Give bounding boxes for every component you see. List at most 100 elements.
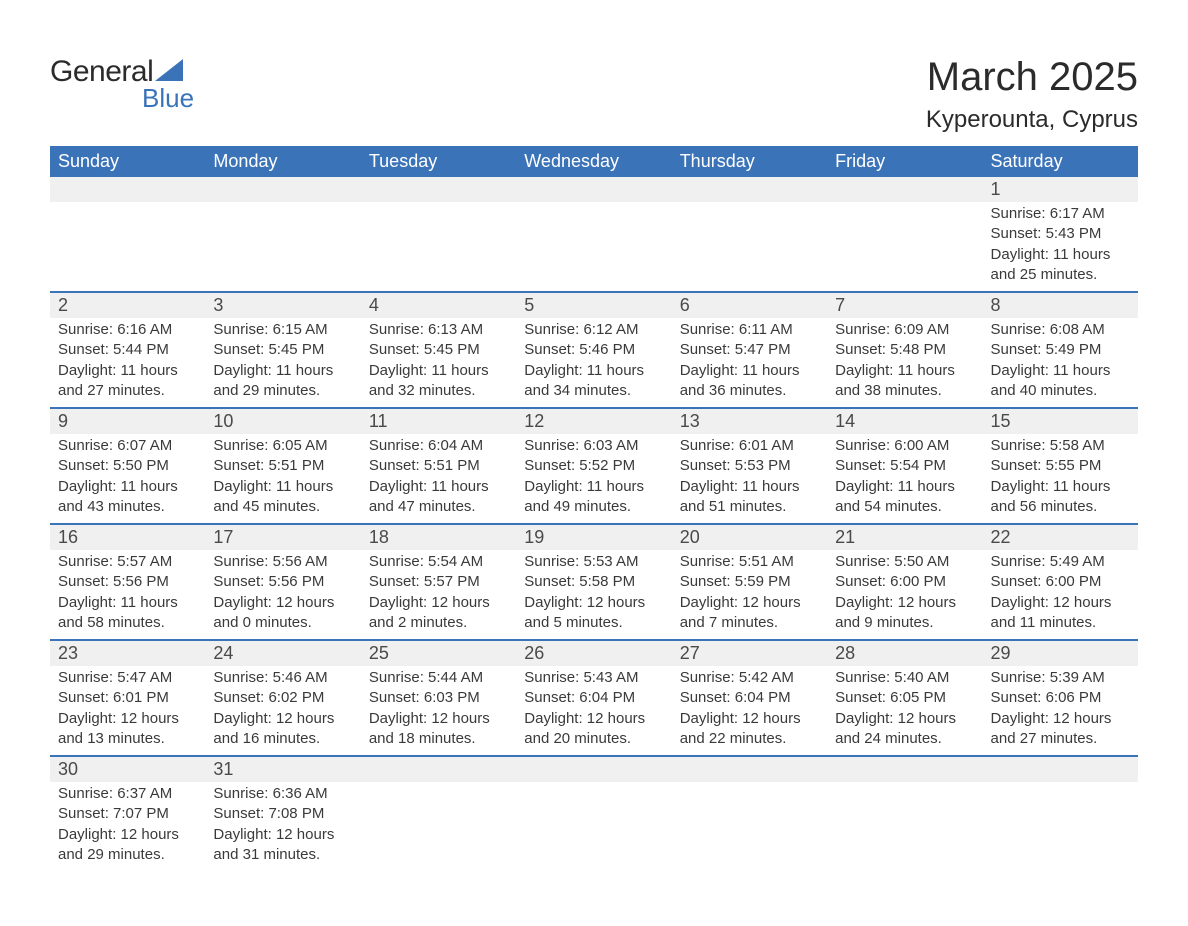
day-number-cell: 21 <box>827 524 982 550</box>
day-info-line: Daylight: 11 hours <box>369 477 508 497</box>
day-content-cell: Sunrise: 5:50 AMSunset: 6:00 PMDaylight:… <box>827 550 982 640</box>
day-info-line: Sunrise: 6:15 AM <box>213 320 352 340</box>
day-info-line: Daylight: 12 hours <box>58 709 197 729</box>
day-number-cell <box>361 756 516 782</box>
month-title: March 2025 <box>926 55 1138 100</box>
day-info-line: Daylight: 11 hours <box>524 361 663 381</box>
day-number-cell <box>672 177 827 202</box>
day-number-cell: 7 <box>827 292 982 318</box>
day-info-line: Sunrise: 5:58 AM <box>991 436 1130 456</box>
day-content-cell: Sunrise: 5:47 AMSunset: 6:01 PMDaylight:… <box>50 666 205 756</box>
weekday-header: Saturday <box>983 146 1138 177</box>
day-info-line: Sunrise: 5:54 AM <box>369 552 508 572</box>
day-info-line: and 5 minutes. <box>524 613 663 633</box>
day-info-line: Daylight: 12 hours <box>991 593 1130 613</box>
day-content-cell: Sunrise: 5:57 AMSunset: 5:56 PMDaylight:… <box>50 550 205 640</box>
title-block: March 2025 Kyperounta, Cyprus <box>926 55 1138 134</box>
day-info-line: Sunset: 6:02 PM <box>213 688 352 708</box>
day-info-line: Daylight: 12 hours <box>213 825 352 845</box>
day-info-line: Sunset: 5:48 PM <box>835 340 974 360</box>
weekday-header: Tuesday <box>361 146 516 177</box>
day-info-line: and 24 minutes. <box>835 729 974 749</box>
day-info-line: Sunset: 5:55 PM <box>991 456 1130 476</box>
day-info-line: Sunrise: 6:04 AM <box>369 436 508 456</box>
day-info-line: Sunrise: 5:42 AM <box>680 668 819 688</box>
day-info-line: Sunset: 5:43 PM <box>991 224 1130 244</box>
day-info-line: Daylight: 12 hours <box>835 709 974 729</box>
day-info-line: and 0 minutes. <box>213 613 352 633</box>
day-info-line: Daylight: 12 hours <box>369 709 508 729</box>
day-content-cell: Sunrise: 6:17 AMSunset: 5:43 PMDaylight:… <box>983 202 1138 292</box>
day-info-line: Daylight: 11 hours <box>835 477 974 497</box>
day-content-cell <box>516 202 671 292</box>
day-info-line: Sunset: 5:52 PM <box>524 456 663 476</box>
day-info-line: and 34 minutes. <box>524 381 663 401</box>
day-number-cell: 1 <box>983 177 1138 202</box>
day-number-cell: 11 <box>361 408 516 434</box>
day-info-line: Daylight: 12 hours <box>680 709 819 729</box>
day-info-line: and 36 minutes. <box>680 381 819 401</box>
day-number-cell: 27 <box>672 640 827 666</box>
day-content-cell: Sunrise: 6:13 AMSunset: 5:45 PMDaylight:… <box>361 318 516 408</box>
day-info-line: Sunrise: 5:49 AM <box>991 552 1130 572</box>
day-content-cell: Sunrise: 5:54 AMSunset: 5:57 PMDaylight:… <box>361 550 516 640</box>
day-info-line: Sunset: 6:00 PM <box>835 572 974 592</box>
day-info-line: Daylight: 12 hours <box>991 709 1130 729</box>
day-info-line: Daylight: 11 hours <box>680 361 819 381</box>
day-content-cell: Sunrise: 6:12 AMSunset: 5:46 PMDaylight:… <box>516 318 671 408</box>
day-content-row: Sunrise: 6:16 AMSunset: 5:44 PMDaylight:… <box>50 318 1138 408</box>
day-info-line: and 38 minutes. <box>835 381 974 401</box>
logo: General Blue <box>50 55 194 114</box>
day-info-line: and 2 minutes. <box>369 613 508 633</box>
day-info-line: Daylight: 12 hours <box>58 825 197 845</box>
day-info-line: Sunset: 5:45 PM <box>369 340 508 360</box>
day-info-line: and 47 minutes. <box>369 497 508 517</box>
day-info-line: Daylight: 12 hours <box>213 593 352 613</box>
day-info-line: Sunset: 5:49 PM <box>991 340 1130 360</box>
day-info-line: Sunset: 5:47 PM <box>680 340 819 360</box>
day-info-line: Sunrise: 6:07 AM <box>58 436 197 456</box>
calendar-body: 1Sunrise: 6:17 AMSunset: 5:43 PMDaylight… <box>50 177 1138 871</box>
day-info-line: Sunset: 5:50 PM <box>58 456 197 476</box>
day-info-line: and 51 minutes. <box>680 497 819 517</box>
day-info-line: Daylight: 11 hours <box>991 477 1130 497</box>
day-info-line: Sunset: 5:56 PM <box>58 572 197 592</box>
day-info-line: Sunrise: 5:47 AM <box>58 668 197 688</box>
day-info-line: Sunset: 5:57 PM <box>369 572 508 592</box>
day-info-line: Sunrise: 6:16 AM <box>58 320 197 340</box>
day-number-row: 1 <box>50 177 1138 202</box>
day-number-row: 9101112131415 <box>50 408 1138 434</box>
day-content-cell: Sunrise: 6:08 AMSunset: 5:49 PMDaylight:… <box>983 318 1138 408</box>
day-info-line: Daylight: 11 hours <box>680 477 819 497</box>
day-content-cell <box>672 202 827 292</box>
day-info-line: Sunset: 5:58 PM <box>524 572 663 592</box>
day-info-line: and 45 minutes. <box>213 497 352 517</box>
day-info-line: Sunrise: 6:36 AM <box>213 784 352 804</box>
day-info-line: Daylight: 11 hours <box>835 361 974 381</box>
day-number-cell: 14 <box>827 408 982 434</box>
day-content-cell: Sunrise: 5:56 AMSunset: 5:56 PMDaylight:… <box>205 550 360 640</box>
day-info-line: Sunrise: 5:40 AM <box>835 668 974 688</box>
day-content-cell: Sunrise: 6:36 AMSunset: 7:08 PMDaylight:… <box>205 782 360 871</box>
day-info-line: Sunset: 6:01 PM <box>58 688 197 708</box>
day-number-cell: 24 <box>205 640 360 666</box>
day-info-line: Sunset: 6:03 PM <box>369 688 508 708</box>
day-info-line: and 40 minutes. <box>991 381 1130 401</box>
day-info-line: Daylight: 12 hours <box>369 593 508 613</box>
day-number-cell: 2 <box>50 292 205 318</box>
day-info-line: Sunset: 5:56 PM <box>213 572 352 592</box>
day-content-cell <box>361 202 516 292</box>
day-content-cell: Sunrise: 6:00 AMSunset: 5:54 PMDaylight:… <box>827 434 982 524</box>
day-info-line: and 22 minutes. <box>680 729 819 749</box>
day-number-cell: 3 <box>205 292 360 318</box>
day-content-cell <box>672 782 827 871</box>
day-info-line: Daylight: 11 hours <box>213 361 352 381</box>
day-info-line: Sunrise: 5:51 AM <box>680 552 819 572</box>
day-number-cell: 19 <box>516 524 671 550</box>
day-info-line: and 16 minutes. <box>213 729 352 749</box>
day-content-cell: Sunrise: 6:07 AMSunset: 5:50 PMDaylight:… <box>50 434 205 524</box>
day-info-line: Sunset: 7:08 PM <box>213 804 352 824</box>
day-info-line: and 29 minutes. <box>213 381 352 401</box>
day-info-line: and 7 minutes. <box>680 613 819 633</box>
day-number-cell: 28 <box>827 640 982 666</box>
